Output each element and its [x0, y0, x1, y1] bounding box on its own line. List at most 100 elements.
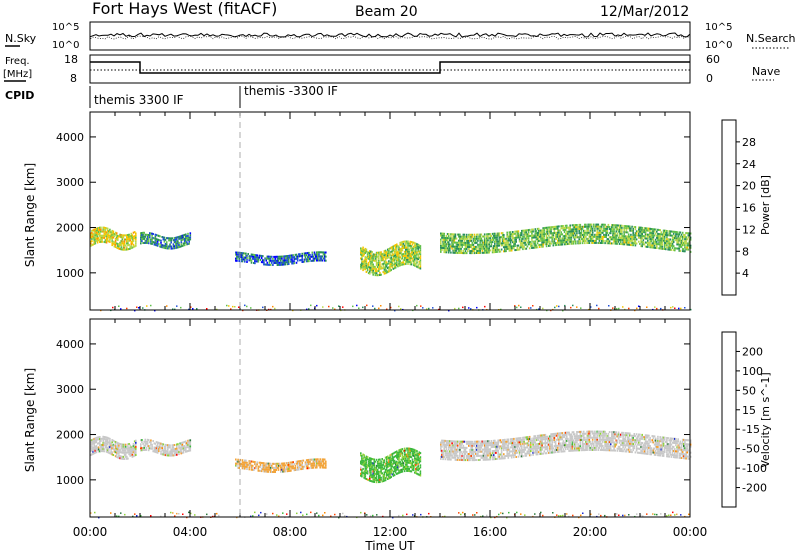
echo-cell	[323, 255, 326, 258]
ground-scatter-cell	[672, 306, 674, 308]
echo-cell	[566, 241, 568, 243]
echo-cell	[531, 230, 533, 233]
echo-cell	[399, 250, 401, 253]
echo-cell	[506, 231, 508, 234]
echo-cell	[364, 268, 367, 271]
echo-cell	[362, 467, 364, 470]
echo-cell	[384, 477, 387, 480]
echo-cell	[489, 249, 492, 252]
echo-cell	[383, 254, 386, 257]
echo-cell	[113, 245, 116, 248]
echo-cell	[104, 239, 107, 242]
echo-cell	[293, 469, 296, 472]
echo-cell	[161, 236, 163, 238]
ground-scatter-cell	[196, 308, 198, 310]
echo-cell	[146, 238, 149, 240]
echo-cell	[544, 239, 547, 242]
echo-cell	[487, 448, 489, 451]
echo-cell	[476, 446, 478, 449]
echo-cell	[402, 255, 405, 258]
echo-cell	[567, 226, 569, 229]
echo-cell	[674, 247, 676, 250]
echo-cell	[657, 228, 659, 231]
echo-cell	[504, 438, 506, 441]
echo-cell	[115, 451, 118, 454]
echo-cell	[113, 233, 116, 236]
echo-cell	[607, 234, 610, 237]
echo-cell	[108, 447, 110, 450]
echo-cell	[389, 470, 391, 473]
echo-cell	[397, 255, 399, 258]
echo-cell	[508, 245, 511, 248]
echo-cell	[249, 460, 252, 463]
echo-cell	[476, 454, 478, 457]
echo-cell	[185, 442, 187, 445]
echo-cell	[548, 226, 550, 229]
echo-cell	[295, 261, 298, 264]
echo-cell	[376, 462, 379, 465]
echo-cell	[104, 231, 107, 233]
echo-cell	[374, 477, 377, 479]
echo-cell	[147, 445, 150, 448]
echo-cell	[374, 460, 377, 463]
echo-cell	[453, 442, 456, 445]
echo-cell	[577, 236, 579, 239]
echo-cell	[491, 247, 494, 250]
echo-cell	[518, 439, 521, 442]
echo-cell	[100, 240, 102, 243]
echo-cell	[275, 262, 278, 264]
echo-cell	[526, 235, 529, 238]
echo-cell	[560, 241, 562, 244]
echo-cell	[458, 440, 460, 443]
echo-cell	[292, 465, 294, 468]
echo-cell	[118, 235, 120, 238]
echo-cell	[473, 442, 476, 445]
echo-cell	[394, 256, 397, 259]
echo-cell	[590, 229, 593, 232]
echo-cell	[281, 261, 283, 264]
echo-cell	[495, 236, 497, 239]
echo-cell	[581, 240, 584, 243]
echo-cell	[276, 264, 279, 266]
echo-cell	[505, 237, 507, 240]
echo-cell	[296, 257, 299, 260]
echo-cell	[554, 244, 557, 247]
echo-cell	[527, 239, 530, 242]
echo-cell	[281, 466, 283, 469]
echo-cell	[370, 461, 372, 464]
echo-cell	[246, 261, 248, 263]
echo-cell	[477, 446, 479, 449]
echo-cell	[507, 448, 510, 451]
echo-cell	[398, 461, 400, 464]
echo-cell	[121, 451, 124, 454]
echo-cell	[128, 235, 130, 238]
echo-cell	[499, 240, 502, 243]
echo-cell	[608, 242, 611, 245]
echo-cell	[417, 454, 419, 457]
echo-cell	[480, 456, 483, 459]
echo-cell	[445, 446, 448, 449]
echo-cell	[277, 464, 280, 467]
echo-cell	[644, 235, 647, 238]
ground-scatter-cell	[180, 306, 182, 309]
echo-cell	[554, 225, 557, 228]
echo-cell	[169, 239, 171, 242]
echo-cell	[586, 233, 588, 236]
echo-cell	[146, 440, 149, 443]
ground-scatter-cell	[316, 304, 318, 307]
echo-cell	[372, 265, 374, 268]
echo-cell	[235, 464, 237, 467]
echo-cell	[444, 237, 447, 239]
echo-cell	[95, 235, 98, 238]
echo-cell	[403, 250, 406, 253]
echo-cell	[603, 227, 605, 230]
echo-cell	[393, 459, 396, 462]
echo-cell	[250, 253, 253, 256]
echo-cell	[254, 262, 256, 265]
echo-cell	[372, 269, 374, 272]
echo-cell	[582, 233, 585, 236]
echo-cell	[135, 238, 137, 241]
echo-cell	[241, 260, 244, 263]
echo-cell	[317, 462, 319, 465]
